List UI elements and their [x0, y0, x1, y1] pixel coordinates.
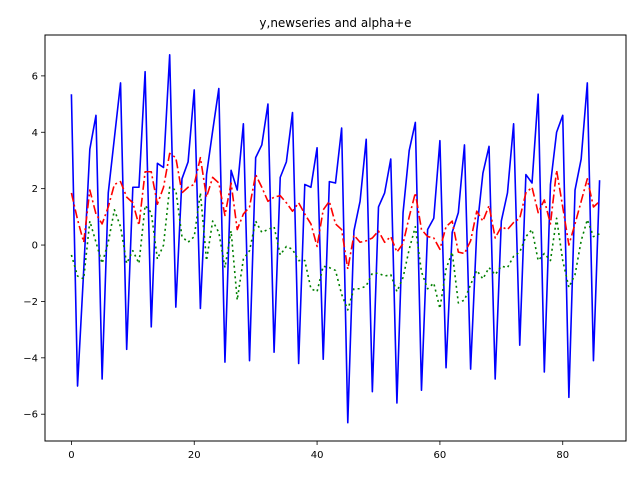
x-tick-label: 0 — [68, 450, 74, 461]
series-layer — [70, 53, 601, 424]
plot-frame — [44, 34, 627, 442]
series-line-1 — [70, 152, 601, 270]
x-tick-label: 40 — [311, 450, 324, 461]
x-tick-label: 80 — [556, 450, 569, 461]
y-tick-label: 0 — [32, 241, 38, 252]
y-tick-label: 2 — [32, 184, 38, 195]
y-tick-label: 6 — [32, 71, 38, 82]
x-tick-label: 20 — [188, 450, 201, 461]
y-tick-label: −6 — [23, 410, 38, 421]
y-tick-label: −4 — [23, 353, 38, 364]
x-tick-label: 60 — [434, 450, 447, 461]
series-line-2 — [70, 186, 600, 311]
series-line-0 — [70, 53, 601, 424]
axes-layer: 0 20 40 60 80 −6 −4 −2 0 2 4 6 — [23, 71, 569, 461]
y-tick-label: −2 — [23, 297, 38, 308]
chart-title: y,newseries and alpha+e — [259, 16, 411, 30]
y-tick-label: 4 — [32, 128, 38, 139]
